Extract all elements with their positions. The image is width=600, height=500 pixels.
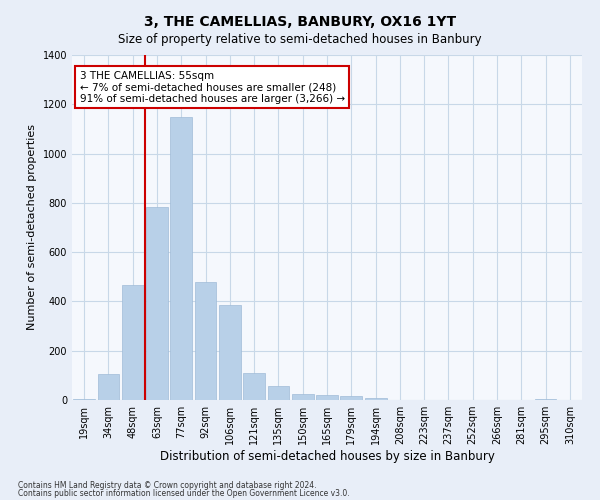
Text: 3 THE CAMELLIAS: 55sqm
← 7% of semi-detached houses are smaller (248)
91% of sem: 3 THE CAMELLIAS: 55sqm ← 7% of semi-deta… bbox=[80, 70, 345, 104]
Bar bbox=[194, 282, 217, 400]
Bar bbox=[316, 395, 338, 400]
Bar bbox=[97, 374, 119, 400]
Bar bbox=[243, 373, 265, 400]
Bar bbox=[365, 398, 386, 400]
Bar bbox=[268, 386, 289, 400]
Bar bbox=[146, 206, 168, 400]
X-axis label: Distribution of semi-detached houses by size in Banbury: Distribution of semi-detached houses by … bbox=[160, 450, 494, 463]
Text: Contains public sector information licensed under the Open Government Licence v3: Contains public sector information licen… bbox=[18, 489, 350, 498]
Bar bbox=[170, 116, 192, 400]
Bar bbox=[292, 394, 314, 400]
Bar bbox=[340, 396, 362, 400]
Text: Contains HM Land Registry data © Crown copyright and database right 2024.: Contains HM Land Registry data © Crown c… bbox=[18, 480, 317, 490]
Y-axis label: Number of semi-detached properties: Number of semi-detached properties bbox=[27, 124, 37, 330]
Bar bbox=[73, 399, 95, 400]
Bar bbox=[219, 305, 241, 400]
Text: Size of property relative to semi-detached houses in Banbury: Size of property relative to semi-detach… bbox=[118, 32, 482, 46]
Bar bbox=[122, 286, 143, 400]
Text: 3, THE CAMELLIAS, BANBURY, OX16 1YT: 3, THE CAMELLIAS, BANBURY, OX16 1YT bbox=[144, 15, 456, 29]
